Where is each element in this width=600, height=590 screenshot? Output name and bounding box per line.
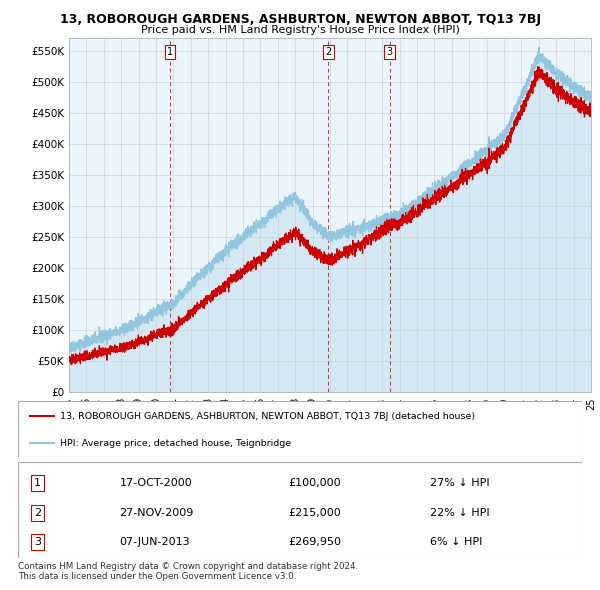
Text: £269,950: £269,950 xyxy=(289,537,342,548)
Text: £215,000: £215,000 xyxy=(289,507,341,517)
Text: HPI: Average price, detached house, Teignbridge: HPI: Average price, detached house, Teig… xyxy=(60,439,292,448)
Text: Contains HM Land Registry data © Crown copyright and database right 2024.: Contains HM Land Registry data © Crown c… xyxy=(18,562,358,571)
Text: 17-OCT-2000: 17-OCT-2000 xyxy=(119,478,192,488)
Text: 27-NOV-2009: 27-NOV-2009 xyxy=(119,507,194,517)
Text: 3: 3 xyxy=(386,47,393,57)
Text: 2: 2 xyxy=(34,507,41,517)
Text: 27% ↓ HPI: 27% ↓ HPI xyxy=(430,478,490,488)
Text: 07-JUN-2013: 07-JUN-2013 xyxy=(119,537,190,548)
Text: 6% ↓ HPI: 6% ↓ HPI xyxy=(430,537,482,548)
Text: £100,000: £100,000 xyxy=(289,478,341,488)
Text: 13, ROBOROUGH GARDENS, ASHBURTON, NEWTON ABBOT, TQ13 7BJ: 13, ROBOROUGH GARDENS, ASHBURTON, NEWTON… xyxy=(59,13,541,26)
Text: Price paid vs. HM Land Registry's House Price Index (HPI): Price paid vs. HM Land Registry's House … xyxy=(140,25,460,35)
Text: This data is licensed under the Open Government Licence v3.0.: This data is licensed under the Open Gov… xyxy=(18,572,296,581)
Text: 1: 1 xyxy=(167,47,173,57)
Text: 1: 1 xyxy=(34,478,41,488)
Text: 13, ROBOROUGH GARDENS, ASHBURTON, NEWTON ABBOT, TQ13 7BJ (detached house): 13, ROBOROUGH GARDENS, ASHBURTON, NEWTON… xyxy=(60,412,475,421)
Text: 22% ↓ HPI: 22% ↓ HPI xyxy=(430,507,490,517)
Text: 2: 2 xyxy=(325,47,331,57)
Text: 3: 3 xyxy=(34,537,41,548)
